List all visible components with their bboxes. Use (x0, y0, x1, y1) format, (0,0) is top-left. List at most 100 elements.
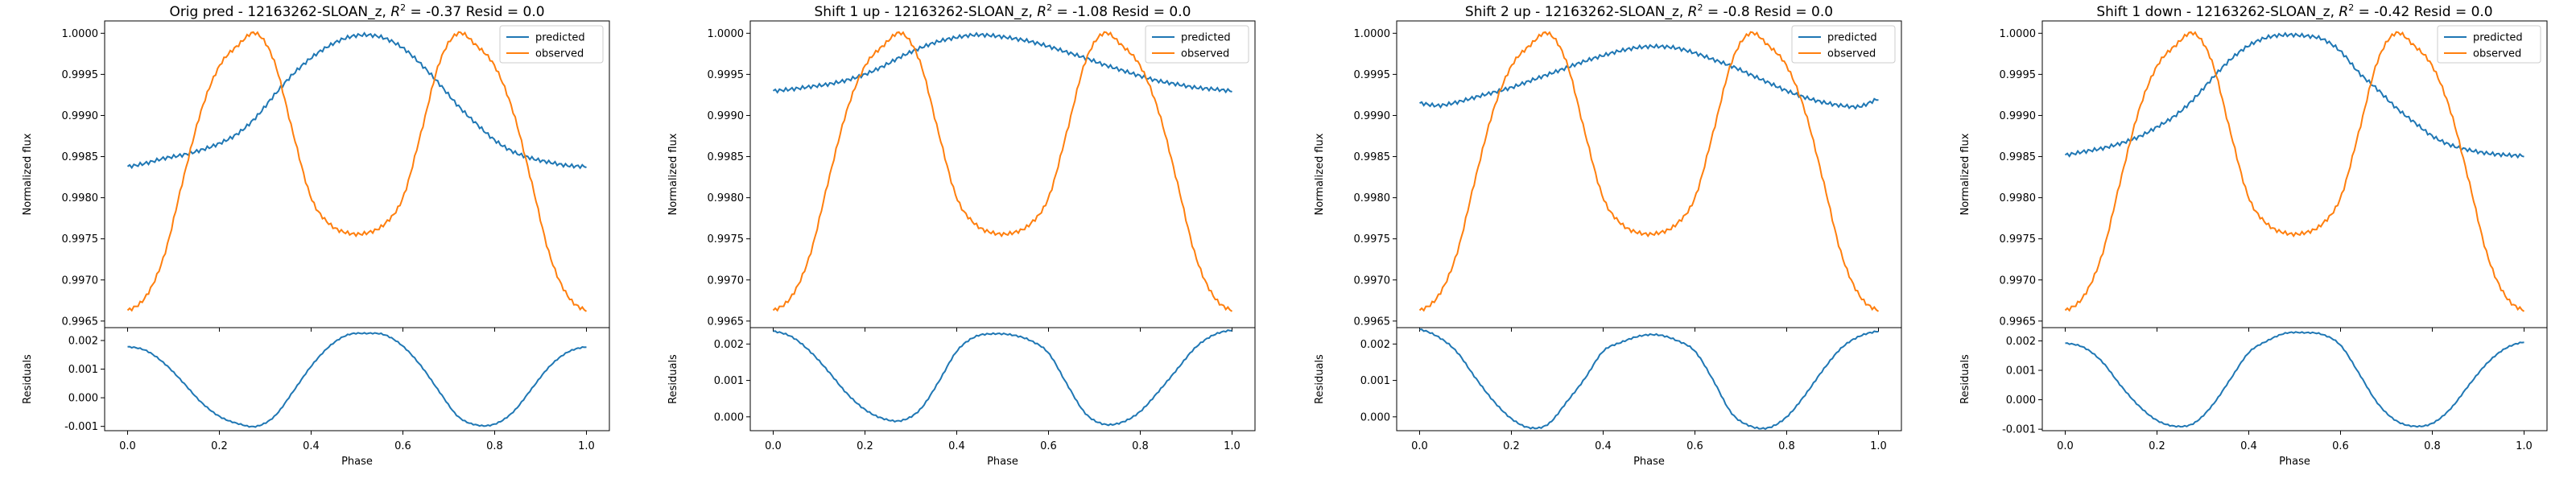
flux-ytick-label: 0.9990 (62, 110, 99, 122)
flux-ytick-label: 0.9985 (2000, 151, 2037, 163)
flux-ytick-label: 0.9965 (1354, 316, 1391, 328)
xtick-label: 0.4 (2240, 440, 2257, 452)
residuals-ytick-label: 0.001 (714, 375, 744, 387)
residuals-ytick-label: 0.002 (714, 339, 744, 351)
xtick-label: 0.6 (394, 440, 411, 452)
residuals-line (1419, 328, 1879, 431)
flux-ytick-label: 0.9985 (708, 151, 745, 163)
flux-y-axis-label: Normalized flux (1959, 133, 1971, 215)
flux-ytick-label: 0.9995 (2000, 69, 2037, 81)
flux-ytick-label: 0.9975 (1354, 233, 1391, 246)
flux-ytick-label: 0.9985 (1354, 151, 1391, 163)
legend-label: predicted (2473, 32, 2523, 44)
x-axis-label: Phase (987, 456, 1018, 468)
flux-ytick-label: 0.9970 (1354, 275, 1391, 287)
residuals-ytick-label: 0.000 (68, 393, 98, 405)
xtick-label: 0.0 (765, 440, 782, 452)
residuals-ytick-label: 0.001 (1360, 375, 1390, 387)
xtick-label: 0.6 (1686, 440, 1703, 452)
flux-y-axis-label: Normalized flux (22, 133, 34, 215)
flux-ytick-label: 0.9990 (2000, 110, 2037, 122)
xtick-label: 1.0 (1224, 440, 1241, 452)
chart-panel-3: Shift 2 up - 12163262-SLOAN_z, R2 = -0.8… (1314, 2, 1902, 468)
flux-ytick-label: 1.0000 (2000, 28, 2037, 40)
legend-label: observed (2473, 48, 2521, 60)
flux-ytick-label: 0.9995 (1354, 69, 1391, 81)
flux-ytick-label: 0.9970 (62, 275, 99, 287)
flux-ytick-label: 0.9995 (708, 69, 745, 81)
chart-panel-4: Shift 1 down - 12163262-SLOAN_z, R2 = -0… (1959, 2, 2548, 468)
xtick-label: 0.2 (211, 440, 228, 452)
series-line-predicted (772, 31, 1232, 94)
series-line-observed (2064, 31, 2525, 312)
xtick-label: 0.8 (1132, 440, 1149, 452)
chart-panel-2: Shift 1 up - 12163262-SLOAN_z, R2 = -1.0… (667, 2, 1256, 468)
series-line-observed (772, 31, 1233, 312)
residuals-ytick-label: 0.002 (2006, 336, 2036, 348)
flux-ytick-label: 0.9995 (62, 69, 99, 81)
residuals-axes-frame (1396, 327, 1902, 431)
xtick-label: 0.2 (1503, 440, 1520, 452)
legend-label: observed (1181, 48, 1229, 60)
xtick-label: 0.6 (2332, 440, 2349, 452)
residuals-line (773, 329, 1232, 427)
flux-axes-frame (104, 20, 610, 328)
legend-label: predicted (1181, 32, 1231, 44)
flux-ytick-label: 0.9980 (1354, 192, 1391, 204)
legend-label: observed (1827, 48, 1876, 60)
xtick-label: 0.2 (2149, 440, 2165, 452)
residuals-line (2065, 331, 2524, 428)
flux-ytick-label: 0.9990 (708, 110, 745, 122)
flux-ytick-label: 0.9965 (62, 316, 99, 328)
x-axis-label: Phase (2279, 456, 2310, 468)
residuals-ytick-label: 0.001 (2006, 365, 2036, 378)
residuals-ytick-label: 0.000 (2006, 394, 2036, 407)
xtick-label: 0.4 (1595, 440, 1612, 452)
residuals-axes-frame (749, 327, 1256, 431)
legend-label: observed (535, 48, 584, 60)
flux-ytick-label: 0.9980 (708, 192, 745, 204)
xtick-label: 1.0 (1870, 440, 1887, 452)
flux-ytick-label: 0.9985 (62, 151, 99, 163)
series-line-observed (1418, 31, 1880, 312)
xtick-label: 0.8 (1778, 440, 1795, 452)
residuals-ytick-label: 0.000 (714, 411, 744, 423)
residuals-ytick-label: -0.001 (64, 421, 98, 433)
xtick-label: 0.0 (119, 440, 136, 452)
xtick-label: 1.0 (2516, 440, 2533, 452)
flux-ytick-label: 0.9990 (1354, 110, 1391, 122)
xtick-label: 0.4 (948, 440, 965, 452)
series-line-predicted (126, 31, 587, 170)
residuals-ytick-label: 0.002 (1360, 339, 1390, 351)
flux-axes-frame (2041, 20, 2548, 328)
xtick-label: 0.0 (2057, 440, 2074, 452)
flux-axes-frame (749, 20, 1256, 328)
residuals-ytick-label: 0.002 (68, 336, 98, 348)
residuals-y-axis-label: Residuals (22, 354, 34, 404)
xtick-label: 0.8 (486, 440, 503, 452)
flux-ytick-label: 0.9970 (2000, 275, 2037, 287)
series-line-predicted (2064, 31, 2524, 159)
flux-ytick-label: 1.0000 (62, 28, 99, 40)
series-line-predicted (1419, 43, 1879, 110)
chart-title: Shift 1 up - 12163262-SLOAN_z, R2 = -1.0… (815, 2, 1191, 20)
flux-ytick-label: 0.9970 (708, 275, 745, 287)
residuals-y-axis-label: Residuals (1959, 354, 1971, 404)
xtick-label: 0.0 (1411, 440, 1428, 452)
chart-title: Orig pred - 12163262-SLOAN_z, R2 = -0.37… (169, 2, 544, 20)
residuals-ytick-label: 0.000 (1360, 411, 1390, 423)
xtick-label: 1.0 (578, 440, 595, 452)
residuals-y-axis-label: Residuals (667, 354, 679, 404)
chart-title: Shift 1 down - 12163262-SLOAN_z, R2 = -0… (2096, 2, 2492, 20)
chart-panel-1: Orig pred - 12163262-SLOAN_z, R2 = -0.37… (22, 2, 610, 468)
legend-label: predicted (1827, 32, 1877, 44)
x-axis-label: Phase (341, 456, 373, 468)
flux-ytick-label: 0.9965 (708, 316, 745, 328)
flux-ytick-label: 0.9975 (708, 233, 745, 246)
flux-ytick-label: 1.0000 (708, 28, 745, 40)
residuals-line (127, 332, 587, 428)
flux-ytick-label: 0.9980 (2000, 192, 2037, 204)
flux-axes-frame (1396, 20, 1902, 328)
residuals-axes-frame (104, 327, 610, 431)
